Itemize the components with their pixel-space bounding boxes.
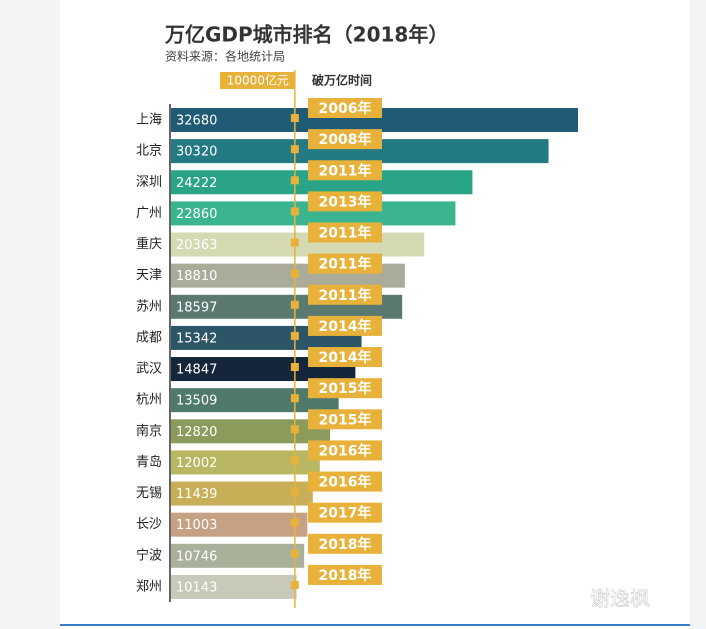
year-box: [308, 222, 382, 243]
year-label: 2013年: [319, 193, 372, 210]
panel-border: [60, 624, 690, 626]
year-box: [308, 471, 382, 492]
year-label: 2011年: [319, 256, 372, 273]
value-label: 24222: [176, 176, 217, 191]
bar: [171, 512, 308, 537]
year-box: [308, 160, 382, 181]
category-label: 郑州: [136, 579, 162, 594]
year-label: 2016年: [319, 442, 372, 459]
category-label: 北京: [136, 144, 162, 159]
year-connector: [290, 456, 299, 465]
category-label: 苏州: [136, 298, 162, 314]
value-label: 30320: [176, 145, 217, 160]
reference-label-box: [219, 72, 295, 89]
category-label: 宁波: [136, 547, 162, 563]
year-label: 2006年: [319, 100, 372, 117]
year-label: 2011年: [319, 287, 372, 304]
year-box: [308, 191, 382, 212]
year-box: [308, 284, 382, 305]
year-box: [308, 409, 382, 430]
year-connector: [290, 580, 299, 589]
year-box: [308, 533, 382, 554]
year-connector: [290, 425, 299, 434]
years-header: 破万亿时间: [312, 73, 372, 88]
value-label: 22860: [176, 207, 217, 222]
value-label: 11003: [176, 518, 217, 533]
category-label: 上海: [136, 113, 162, 128]
category-label: 长沙: [136, 517, 162, 532]
category-label: 无锡: [136, 486, 162, 501]
bar: [171, 419, 331, 444]
year-connector: [290, 145, 299, 154]
category-label: 广州: [136, 206, 162, 221]
year-label: 2014年: [319, 318, 372, 335]
year-label: 2011年: [319, 225, 372, 242]
category-label: 深圳: [136, 175, 162, 190]
year-label: 2017年: [319, 505, 372, 522]
year-label: 2016年: [319, 474, 372, 491]
value-label: 14847: [176, 363, 217, 378]
value-label: 11439: [176, 487, 217, 502]
value-label: 18810: [176, 269, 217, 284]
year-connector: [290, 207, 299, 216]
year-connector: [290, 518, 299, 527]
year-connector: [290, 394, 299, 403]
year-connector: [290, 331, 299, 340]
year-box: [308, 98, 382, 118]
year-box: [308, 502, 382, 523]
value-label: 12820: [176, 425, 217, 440]
watermark: 谢逸枫: [590, 587, 650, 611]
chart-subtitle: 资料来源：各地统计局: [165, 49, 285, 64]
bar: [171, 481, 313, 506]
category-label: 武汉: [136, 362, 162, 377]
chart-title: 万亿GDP城市排名（2018年）: [164, 23, 448, 47]
year-connector: [290, 176, 299, 185]
year-label: 2018年: [319, 536, 372, 553]
year-label: 2015年: [319, 380, 372, 397]
value-label: 15342: [176, 331, 217, 346]
year-connector: [290, 363, 299, 372]
year-label: 2018年: [319, 567, 372, 584]
category-label: 天津: [136, 268, 162, 283]
value-label: 10143: [176, 580, 217, 595]
value-label: 10746: [176, 549, 217, 564]
value-label: 18597: [176, 300, 217, 315]
year-box: [308, 129, 382, 150]
year-label: 2015年: [319, 411, 372, 428]
value-label: 32680: [176, 114, 217, 129]
category-label: 重庆: [136, 236, 162, 252]
year-connector: [290, 269, 299, 278]
bar: [171, 543, 305, 568]
year-box: [308, 253, 382, 274]
year-box: [308, 347, 382, 368]
reference-label: 10000亿元: [227, 73, 289, 88]
year-connector: [290, 114, 299, 122]
year-box: [308, 378, 382, 399]
bar: [171, 574, 297, 599]
value-label: 20363: [176, 238, 217, 253]
year-box: [308, 315, 382, 336]
year-connector: [290, 549, 299, 558]
year-connector: [290, 487, 299, 496]
category-label: 杭州: [136, 393, 162, 408]
year-label: 2008年: [319, 131, 372, 148]
year-label: 2014年: [319, 349, 372, 366]
year-connector: [290, 238, 299, 247]
category-label: 南京: [136, 423, 162, 439]
value-label: 12002: [176, 456, 217, 471]
year-connector: [290, 300, 299, 309]
category-label: 成都: [136, 330, 162, 345]
year-box: [308, 564, 382, 585]
year-label: 2011年: [319, 162, 372, 179]
value-label: 13509: [176, 394, 217, 409]
year-box: [308, 440, 382, 461]
category-label: 青岛: [136, 454, 162, 470]
